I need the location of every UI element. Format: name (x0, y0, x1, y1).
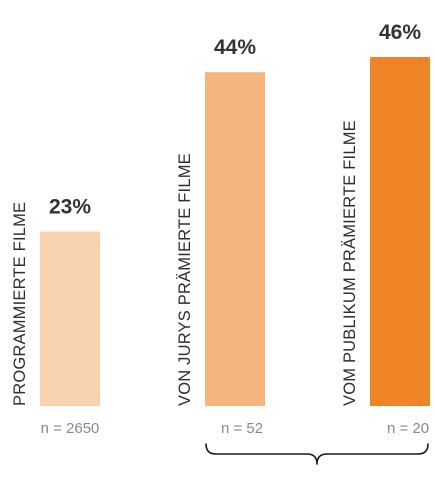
sample-size-label-2: n = 52 (221, 420, 263, 437)
bar-3 (370, 57, 430, 406)
sample-size-label-1: n = 2650 (41, 420, 100, 437)
value-label-1: 23% (49, 196, 91, 219)
group-brace (205, 443, 429, 465)
sample-size-label-3: n = 20 (387, 420, 429, 437)
value-label-3: 46% (379, 21, 421, 44)
labels-layer: 23% PROGRAMMIERTE FILME n = 2650 44% VON JUR… (11, 21, 429, 437)
category-label-3: VOM PUBLIKUM PRÄMIERTE FILME (341, 120, 359, 406)
bar-2 (205, 72, 265, 406)
category-label-2: VON JURYS PRÄMIERTE FILME (176, 153, 194, 406)
bar-1 (40, 231, 100, 406)
bars-layer (40, 57, 430, 406)
value-label-2: 44% (214, 36, 256, 59)
category-label-1: PROGRAMMIERTE FILME (11, 202, 29, 406)
